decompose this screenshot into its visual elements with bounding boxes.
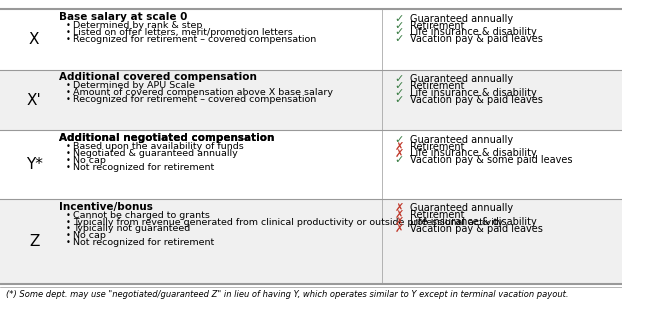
Text: Negotiated & guaranteed annually: Negotiated & guaranteed annually <box>73 149 237 158</box>
Text: Vacation pay & paid leaves: Vacation pay & paid leaves <box>410 95 543 105</box>
FancyBboxPatch shape <box>0 9 622 70</box>
Text: Retirement: Retirement <box>410 81 465 91</box>
Text: No cap: No cap <box>73 156 106 165</box>
Text: ✓: ✓ <box>395 81 404 91</box>
Text: •: • <box>65 35 70 44</box>
Text: •: • <box>65 28 70 37</box>
Text: Typically from revenue generated from clinical productivity or outside professio: Typically from revenue generated from cl… <box>73 217 503 227</box>
Text: •: • <box>65 231 70 240</box>
Text: Guaranteed annually: Guaranteed annually <box>410 203 513 213</box>
Text: Life insurance & disability: Life insurance & disability <box>410 217 537 227</box>
Text: •: • <box>65 217 70 227</box>
Text: Life insurance & disability: Life insurance & disability <box>410 27 537 38</box>
Text: •: • <box>65 142 70 151</box>
Text: Vacation pay & some paid leaves: Vacation pay & some paid leaves <box>410 155 573 165</box>
Text: Life insurance & disability: Life insurance & disability <box>410 149 537 158</box>
Text: ✓: ✓ <box>395 95 404 105</box>
Text: Guaranteed annually: Guaranteed annually <box>410 135 513 144</box>
Text: Not recognized for retirement: Not recognized for retirement <box>73 163 214 172</box>
Text: ✗: ✗ <box>395 210 404 220</box>
Text: Vacation pay & paid leaves: Vacation pay & paid leaves <box>410 224 543 234</box>
Text: Base salary at scale 0: Base salary at scale 0 <box>59 12 188 22</box>
Text: Guaranteed annually: Guaranteed annually <box>410 14 513 24</box>
Text: (*) Some dept. may use "negotiated/guaranteed Z" in lieu of having Y, which oper: (*) Some dept. may use "negotiated/guara… <box>6 290 569 299</box>
Text: Based upon the availability of funds: Based upon the availability of funds <box>73 142 243 151</box>
Text: ✗: ✗ <box>395 224 404 234</box>
FancyBboxPatch shape <box>0 199 622 284</box>
Text: Determined by rank & step: Determined by rank & step <box>73 21 202 30</box>
Text: •: • <box>65 21 70 30</box>
Text: •: • <box>65 95 70 104</box>
Text: X': X' <box>27 93 42 108</box>
Text: Life insurance & disability: Life insurance & disability <box>410 88 537 98</box>
Text: Retirement: Retirement <box>410 21 465 31</box>
Text: ✓: ✓ <box>395 155 404 165</box>
Text: No cap: No cap <box>73 231 106 240</box>
Text: Amount of covered compensation above X base salary: Amount of covered compensation above X b… <box>73 88 333 97</box>
Text: ✓: ✓ <box>395 27 404 38</box>
Text: ✓: ✓ <box>395 135 404 144</box>
Text: X: X <box>29 32 40 47</box>
Text: Typically not guaranteed: Typically not guaranteed <box>73 224 190 234</box>
Text: Y*: Y* <box>25 157 43 172</box>
Text: •: • <box>65 81 70 90</box>
Text: Vacation pay & paid leaves: Vacation pay & paid leaves <box>410 34 543 45</box>
Text: •: • <box>65 156 70 165</box>
Text: ✓: ✓ <box>395 14 404 24</box>
Text: Recognized for retirement – covered compensation: Recognized for retirement – covered comp… <box>73 35 316 44</box>
Text: Cannot be charged to grants: Cannot be charged to grants <box>73 210 210 220</box>
Text: Retirement: Retirement <box>410 210 465 220</box>
Text: ✓: ✓ <box>395 74 404 84</box>
Text: ✗: ✗ <box>395 149 404 158</box>
Text: Not recognized for retirement: Not recognized for retirement <box>73 238 214 247</box>
Text: •: • <box>65 163 70 172</box>
Text: Additional covered compensation: Additional covered compensation <box>59 72 257 82</box>
Text: ✗: ✗ <box>395 203 404 213</box>
Text: •: • <box>65 210 70 220</box>
Text: Recognized for retirement – covered compensation: Recognized for retirement – covered comp… <box>73 95 316 104</box>
Text: ✗: ✗ <box>395 217 404 227</box>
Text: ✓: ✓ <box>395 88 404 98</box>
Text: ✗: ✗ <box>395 142 404 151</box>
Text: Incentive/bonus: Incentive/bonus <box>59 202 153 212</box>
Text: Listed on offer letters, merit/promotion letters: Listed on offer letters, merit/promotion… <box>73 28 293 37</box>
Text: •: • <box>65 238 70 247</box>
Text: •: • <box>65 224 70 234</box>
Text: Guaranteed annually: Guaranteed annually <box>410 74 513 84</box>
Text: Retirement: Retirement <box>410 142 465 151</box>
Text: Determined by APU Scale: Determined by APU Scale <box>73 81 194 90</box>
Text: Additional negotiated compensation: Additional negotiated compensation <box>59 133 275 143</box>
Text: ✓: ✓ <box>395 34 404 45</box>
Text: •: • <box>65 149 70 158</box>
Text: ✓: ✓ <box>395 21 404 31</box>
FancyBboxPatch shape <box>0 70 622 131</box>
FancyBboxPatch shape <box>0 131 622 199</box>
Text: Z: Z <box>29 234 40 249</box>
Text: •: • <box>65 88 70 97</box>
Text: Additional negotiated compensation: Additional negotiated compensation <box>59 133 275 143</box>
